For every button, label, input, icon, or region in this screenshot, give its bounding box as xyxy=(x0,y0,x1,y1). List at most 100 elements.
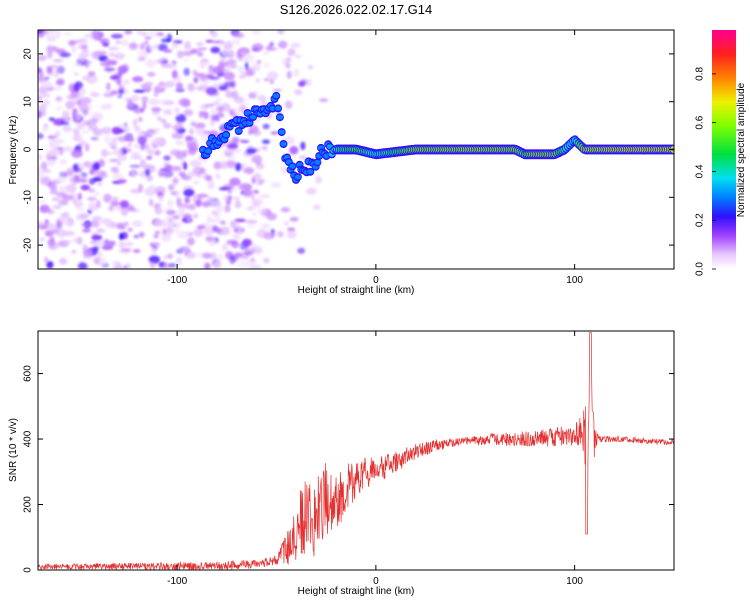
spectrogram-cell xyxy=(64,221,73,226)
spectrogram-cell xyxy=(116,222,125,230)
spectrogram-cell xyxy=(55,96,63,102)
colorbar-tick-label: 0.0 xyxy=(695,262,706,276)
spectrogram-cell xyxy=(232,196,241,201)
spectrogram-cell xyxy=(218,39,223,47)
spectrogram-cell xyxy=(152,127,161,132)
spectrogram-cell xyxy=(165,164,174,172)
spectrogram-cell xyxy=(215,98,222,103)
spectrogram-cell xyxy=(56,106,62,111)
spectrogram-cell xyxy=(210,201,223,208)
spectrogram-cell xyxy=(106,223,116,228)
spectrogram-cell xyxy=(192,180,200,185)
spectrogram-cell xyxy=(53,85,63,91)
spectrogram-cell xyxy=(294,89,303,96)
spectrogram-cell xyxy=(218,87,228,91)
spectrogram-cell xyxy=(289,145,299,155)
spectrogram-cell xyxy=(265,47,278,51)
spectrogram-cell xyxy=(63,230,75,237)
spectrogram-cell xyxy=(297,247,306,254)
spectrogram-cell xyxy=(137,56,146,62)
spectrogram-cell xyxy=(55,242,60,247)
spectrogram-cell xyxy=(73,237,78,243)
spectrogram-cell xyxy=(97,182,103,186)
spectrogram-cell xyxy=(40,161,48,170)
spectrogram-cell xyxy=(175,221,182,228)
spectrogram-cell xyxy=(119,232,124,241)
spectrogram-cell xyxy=(81,130,90,134)
ridge-cell xyxy=(244,110,251,116)
spectrogram-cell xyxy=(78,37,89,46)
spectrogram-cell xyxy=(117,161,122,166)
spectrogram-cell xyxy=(262,145,268,151)
spectrogram-cell xyxy=(175,113,187,123)
spectrogram-cell xyxy=(113,266,125,269)
spectrogram-cell xyxy=(73,61,83,67)
spectrogram-cell xyxy=(154,219,165,228)
spectrogram-cell xyxy=(55,176,67,184)
spectrogram-cell xyxy=(195,127,207,136)
spectrogram-cell xyxy=(205,87,218,96)
spectrogram-cell xyxy=(224,205,231,213)
spectrogram-cell xyxy=(170,165,182,172)
spectrogram-cell xyxy=(213,260,222,269)
spectrogram-cell xyxy=(261,223,271,229)
spectrogram-cell xyxy=(157,194,164,203)
spectrogram-cell xyxy=(169,149,181,157)
spectrogram-cell xyxy=(132,118,138,127)
spectrogram-data xyxy=(38,30,674,269)
spectrogram-cell xyxy=(233,96,245,104)
spectrogram-cell xyxy=(186,217,192,222)
spectrogram-cell xyxy=(263,78,270,82)
spectrogram-cell xyxy=(108,205,114,212)
spectrogram-cell xyxy=(58,147,64,156)
spectrogram-cell xyxy=(139,43,145,50)
spectrogram-cell xyxy=(97,251,103,257)
spectrogram-cell xyxy=(196,51,204,57)
spectrogram-cell xyxy=(220,161,229,170)
spectrogram-cell xyxy=(252,213,257,217)
spectrogram-cell xyxy=(59,185,64,194)
spectrogram-cell xyxy=(79,207,85,213)
spectrogram-cell xyxy=(84,61,90,68)
spectrogram-cell xyxy=(246,225,257,229)
spectrogram-cell xyxy=(216,205,223,213)
spectrogram-cell xyxy=(287,48,296,57)
spectrogram-cell xyxy=(172,215,180,220)
spectrogram-cell xyxy=(58,257,68,265)
spectrogram-cell xyxy=(209,30,214,35)
spectrogram-cell xyxy=(144,40,149,46)
spectrogram-cell xyxy=(38,154,43,161)
spectrogram-cell xyxy=(193,213,199,219)
spectrogram-cell xyxy=(41,110,46,117)
spectrogram-cell xyxy=(184,41,191,50)
spectrogram-cell xyxy=(119,200,130,209)
spectrogram-cell xyxy=(52,205,62,209)
spectrogram-cell xyxy=(79,172,88,178)
spectrogram-cell xyxy=(59,171,68,178)
spectrogram-cell xyxy=(47,30,57,34)
spectrogram-cell xyxy=(175,139,184,146)
spectrogram-cell xyxy=(128,137,135,142)
spectrogram-cell xyxy=(88,188,96,193)
ridge-cell xyxy=(314,159,321,165)
spectrogram-cell xyxy=(204,262,211,269)
spectrogram-cell xyxy=(189,128,194,135)
spectrogram-cell xyxy=(67,167,73,177)
spectrogram-cell xyxy=(110,200,120,207)
spectrogram-y-tick-label: 10 xyxy=(23,96,34,108)
spectrogram-cell xyxy=(257,179,264,185)
spectrogram-cell xyxy=(38,67,43,73)
spectrogram-cell xyxy=(166,209,176,216)
spectrogram-y-axis-title: Frequency (Hz) xyxy=(8,116,19,185)
spectrogram-cell xyxy=(263,62,270,68)
spectrogram-cell xyxy=(117,135,130,143)
spectrogram-cell xyxy=(211,102,221,106)
ridge-cell xyxy=(249,114,257,120)
spectrogram-cell xyxy=(202,252,212,259)
spectrogram-cell xyxy=(185,204,195,210)
spectrogram-cell xyxy=(217,254,224,261)
spectrogram-cell xyxy=(285,100,293,109)
spectrogram-cell xyxy=(113,52,125,60)
spectrogram-cell xyxy=(167,226,172,232)
